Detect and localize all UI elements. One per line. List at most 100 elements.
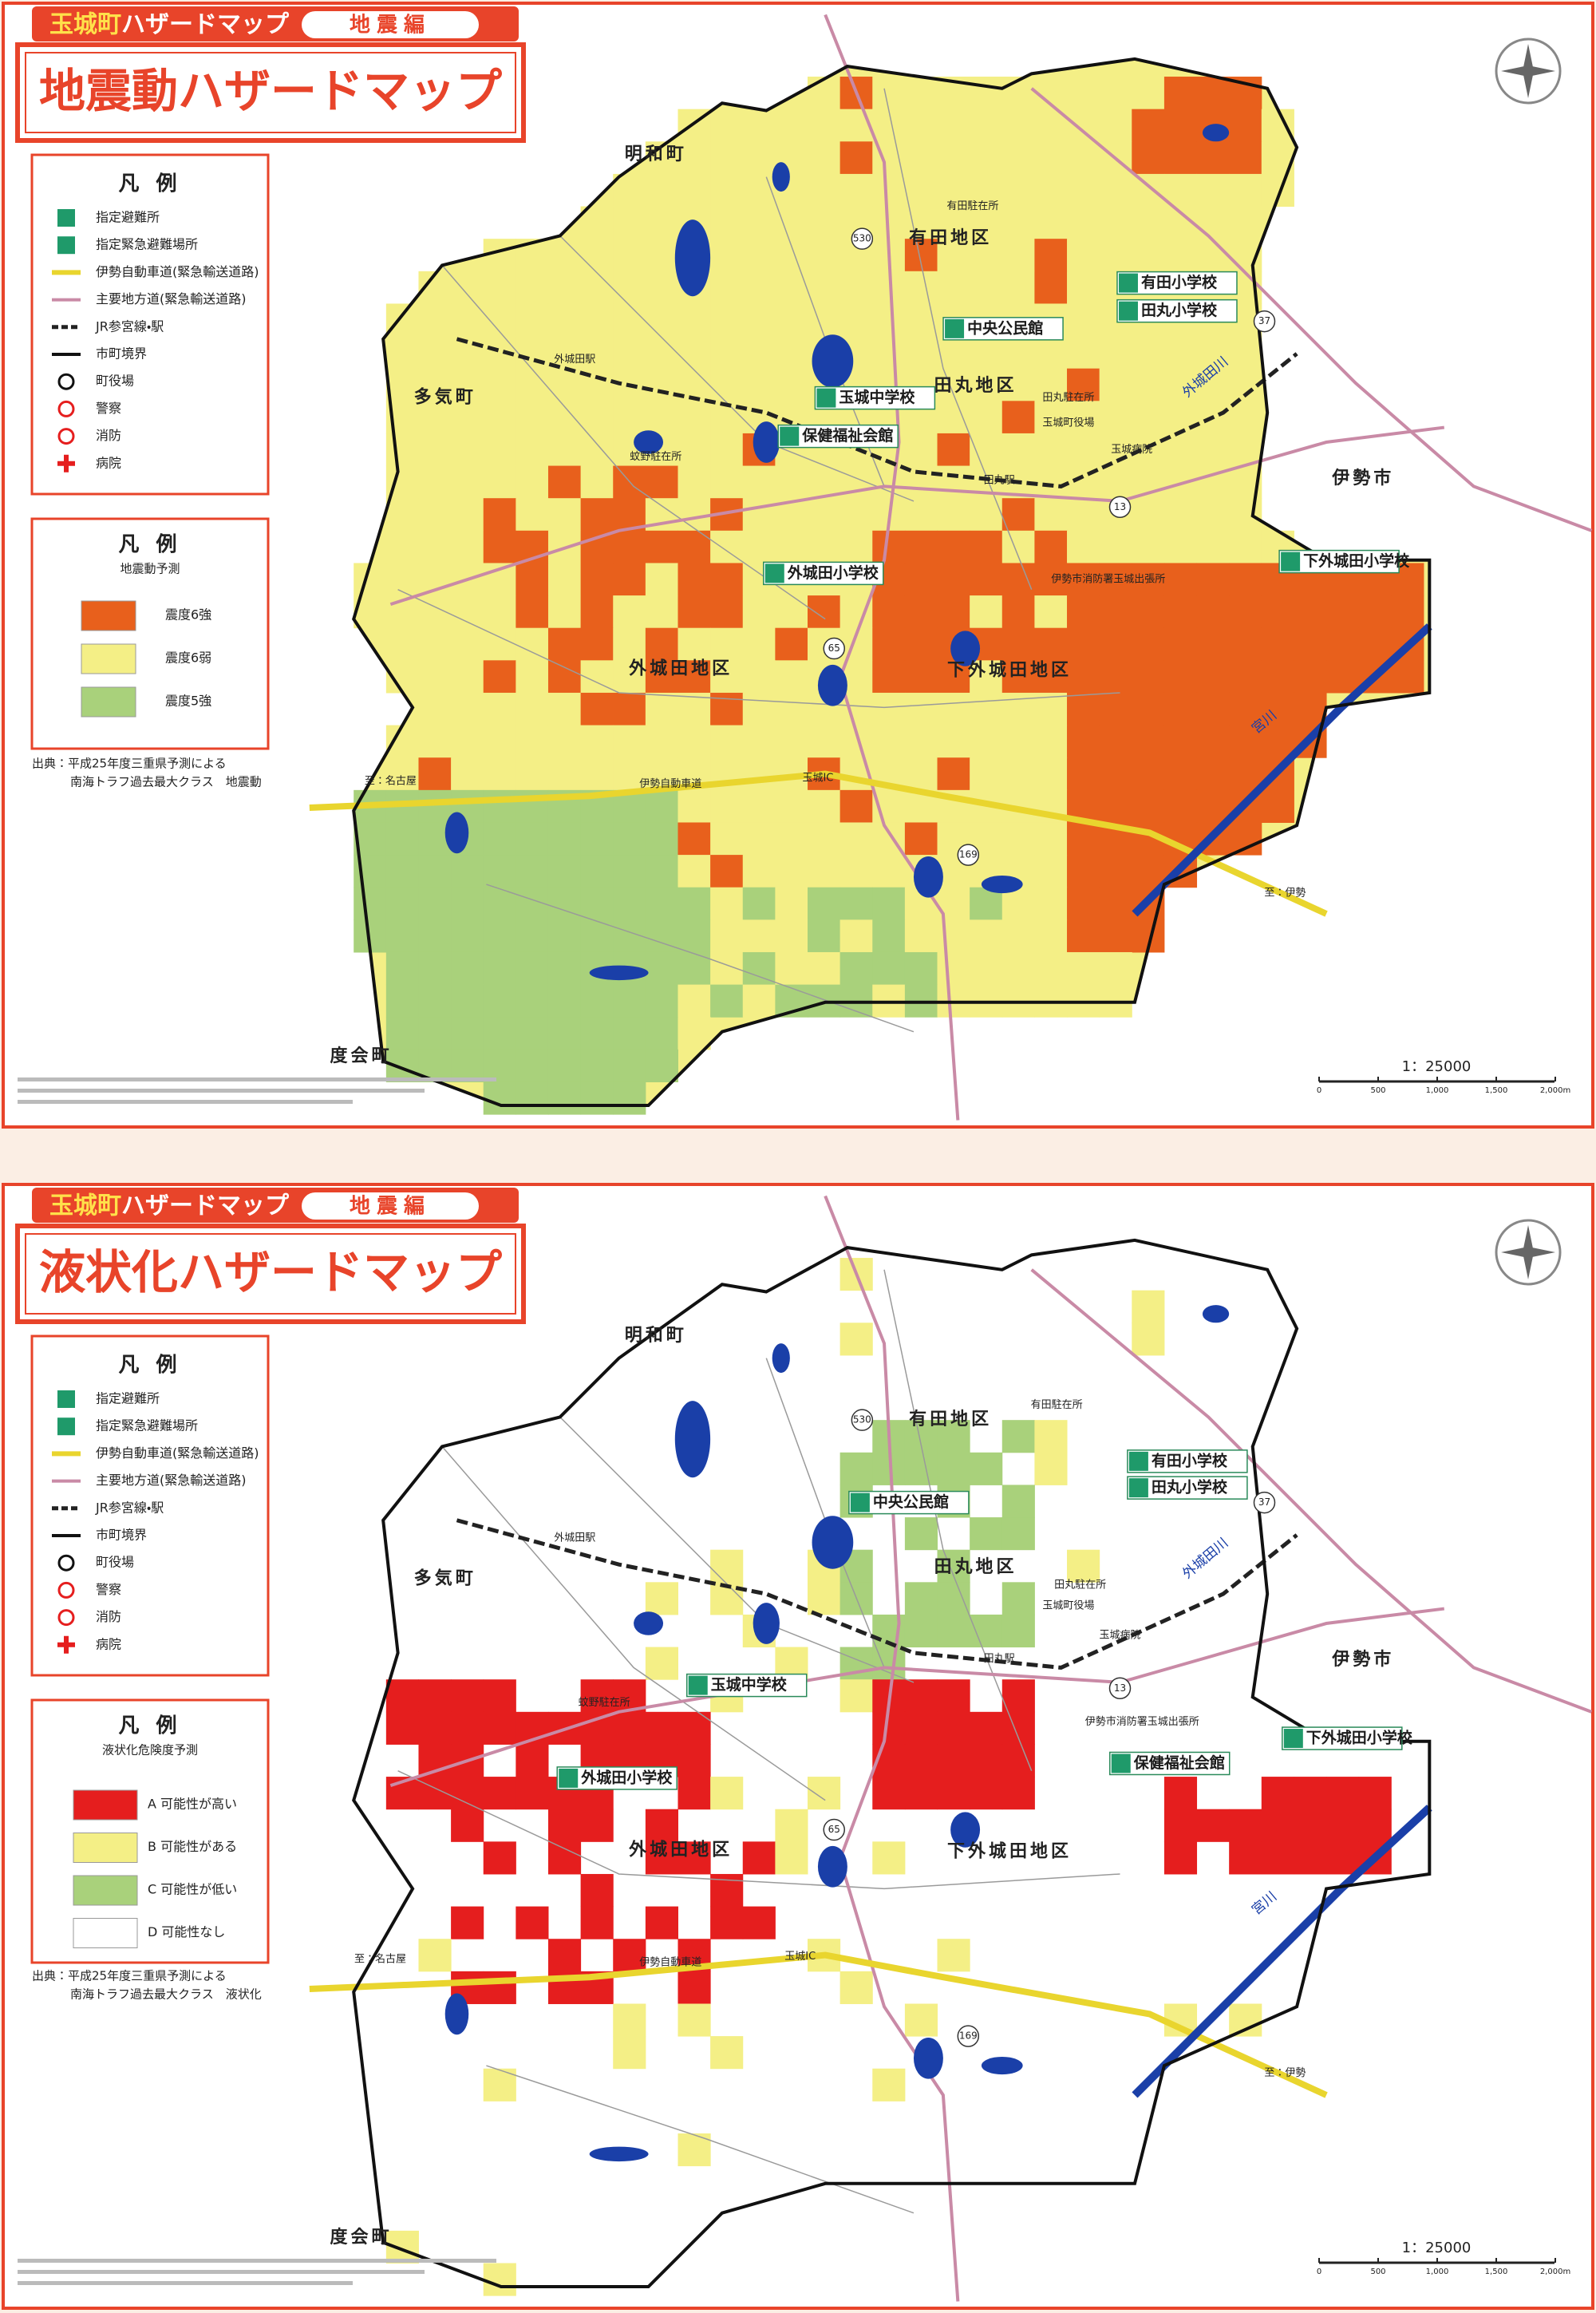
fine-print: [18, 1089, 425, 1093]
hazard-cell: [547, 919, 582, 953]
small-label: 至：伊勢: [1264, 2067, 1306, 2079]
hazard-cell: [613, 206, 646, 239]
hazard-legend-item: A 可能性が高い: [148, 1797, 237, 1812]
hazard-cell: [1001, 1420, 1035, 1453]
hazard-cell: [937, 109, 970, 142]
hazard-cell: [1067, 433, 1100, 467]
hazard-cell: [1034, 465, 1068, 499]
hazard-cell: [645, 725, 678, 758]
route-shield: [851, 227, 874, 250]
hazard-cell: [645, 1582, 678, 1615]
hazard-cell: [1196, 498, 1230, 532]
hazard-cell: [710, 173, 744, 208]
hazard-legend-item: 震度6弱: [165, 650, 211, 666]
hazard-cell: [483, 595, 516, 629]
hazard-cell: [970, 757, 1003, 791]
hazard-cell: [451, 627, 484, 661]
scale-tick-label: 1,000: [1426, 1086, 1449, 1095]
place-label: 外城田地区: [628, 658, 733, 678]
hazard-cell: [1099, 77, 1132, 110]
pond: [913, 2037, 943, 2079]
hazard-cell: [1099, 725, 1132, 758]
hazard-cell: [742, 919, 776, 953]
hazard-cell: [547, 563, 582, 596]
map: [309, 14, 1593, 1121]
hazard-cell: [904, 1777, 938, 1810]
hazard-cell: [451, 465, 484, 499]
hazard-cell: [1034, 951, 1068, 986]
legend-icon: [57, 1417, 75, 1436]
hazard-cell: [580, 984, 614, 1018]
pond: [950, 631, 981, 666]
source-note: 出典：平成25年度三重県予測による: [32, 1969, 227, 1983]
hazard-cell: [808, 887, 841, 920]
small-label: 玉城町役場: [1042, 417, 1094, 429]
hazard-cell: [742, 1906, 776, 1939]
place-label: 度会町: [330, 2227, 392, 2248]
place-label: 明和町: [625, 1326, 687, 1346]
hazard-cell: [483, 1679, 516, 1713]
legend-item: 市町境界: [96, 1528, 147, 1543]
prefectural-road: [824, 1195, 960, 2302]
hazard-cell: [1229, 725, 1262, 758]
hazard-cell: [1001, 368, 1035, 401]
hazard-cell: [1132, 239, 1165, 272]
title-box: [15, 42, 526, 143]
hazard-cell: [742, 789, 776, 823]
hazard-cell: [1099, 401, 1132, 434]
hazard-cell: [418, 465, 452, 499]
hazard-cell: [904, 271, 938, 304]
hazard-cell: [547, 822, 582, 856]
hazard-cell: [808, 77, 841, 110]
hazard-cell: [775, 595, 808, 629]
hazard-cell: [1229, 336, 1262, 370]
hazard-legend-title: 凡 例: [118, 533, 181, 557]
hazard-cell: [1163, 660, 1198, 694]
hazard-cell: [1196, 336, 1230, 370]
hazard-cell: [1229, 206, 1262, 239]
hazard-cell: [547, 725, 582, 758]
hazard-cell: [1132, 109, 1165, 142]
pond: [674, 1401, 711, 1478]
hazard-cell: [1261, 725, 1294, 758]
legend-item: 伊勢自動車道(緊急輸送道路): [96, 264, 259, 279]
scale-tick-label: 2,000m: [1540, 2268, 1570, 2276]
route-shield: [823, 1818, 845, 1841]
hazard-cell: [1132, 692, 1165, 726]
hazard-cell: [451, 530, 484, 563]
hazard-cell: [808, 498, 841, 532]
source-note: 南海トラフ過去最大クラス 液状化: [70, 1987, 262, 2002]
hazard-cell: [547, 1809, 582, 1842]
hazard-cell: [1132, 498, 1165, 532]
hazard-cell: [1067, 725, 1100, 758]
place-label: 伊勢市: [1331, 1649, 1394, 1670]
hazard-cell: [710, 789, 744, 823]
hazard-cell: [808, 951, 841, 986]
hazard-cell: [451, 855, 484, 888]
hazard-cell: [1163, 692, 1198, 726]
hazard-cell: [970, 173, 1003, 208]
hazard-cell: [678, 1777, 711, 1810]
hazard-cell: [1001, 627, 1035, 661]
hazard-cell: [710, 239, 744, 272]
hazard-legend-box: [30, 517, 270, 750]
hazard-cell: [742, 627, 776, 661]
local-road: [441, 1445, 826, 1801]
hazard-cell: [872, 951, 906, 986]
place-label: 有田地区: [909, 1409, 992, 1429]
hazard-cell: [678, 984, 711, 1018]
hazard-cell: [742, 692, 776, 726]
hazard-cell: [1163, 336, 1198, 370]
hazard-cell: [1132, 1290, 1165, 1323]
hazard-cell: [547, 303, 582, 337]
hazard-cell: [613, 757, 646, 791]
legend-icon: [57, 236, 75, 255]
hazard-cell: [580, 855, 614, 888]
hazard-cell: [1001, 1777, 1035, 1810]
hazard-cell: [1261, 1841, 1294, 1875]
local-road: [486, 2065, 915, 2214]
hazard-cell: [1132, 627, 1165, 661]
hazard-cell: [937, 1939, 970, 1972]
route-shield: [957, 2025, 980, 2047]
hazard-cell: [742, 109, 776, 142]
